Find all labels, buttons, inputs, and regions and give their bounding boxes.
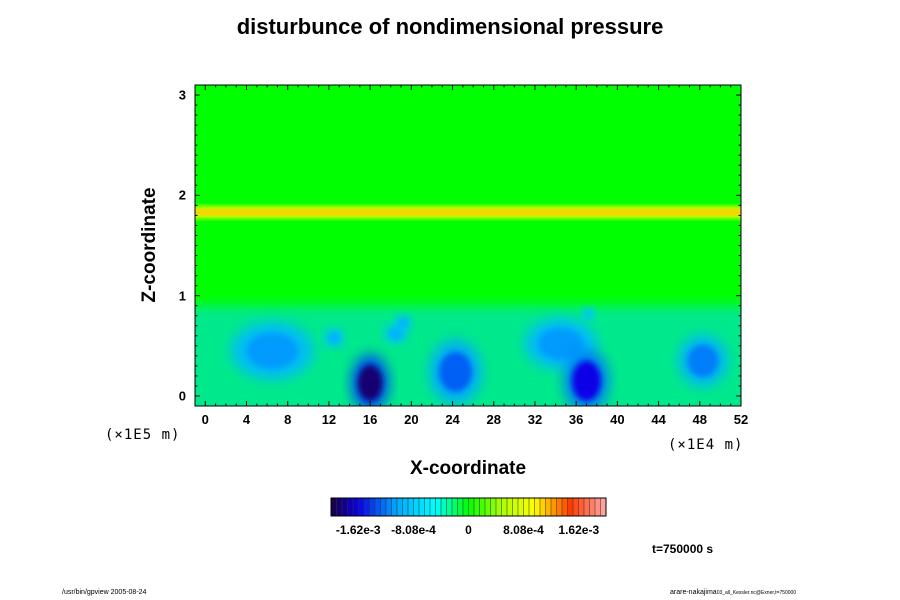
field-blob-7 <box>397 317 409 328</box>
colorbar-tick-label: -1.62e-3 <box>335 523 381 537</box>
colorbar-cell <box>589 497 596 517</box>
colorbar-cell <box>429 497 436 517</box>
colorbar-cell <box>594 497 601 517</box>
colorbar-cell <box>380 497 387 517</box>
field-blob-5 <box>357 364 383 401</box>
field-blob-4 <box>327 331 341 344</box>
chart-title: disturbunce of nondimensional pressure <box>236 14 664 39</box>
colorbar-cell <box>468 497 475 517</box>
y-tick-label: 0 <box>178 388 186 404</box>
field-blob-11 <box>584 309 593 318</box>
colorbar-cell <box>512 497 519 517</box>
colorbar-tick-label: 1.62e-3 <box>558 523 600 537</box>
colorbar-cell <box>517 497 524 517</box>
colorbar-cell <box>545 497 552 517</box>
colorbar-cell <box>330 497 337 517</box>
colorbar-tick-label: 8.08e-4 <box>503 523 544 537</box>
field-blob-9 <box>538 327 584 360</box>
colorbar-tick-label: -8.08e-4 <box>391 523 436 537</box>
colorbar-cell <box>523 497 530 517</box>
y-tick-label: 1 <box>178 288 186 304</box>
x-tick-label: 36 <box>568 412 584 427</box>
colorbar-cell <box>583 497 590 517</box>
footer-source-main: arare-nakajima <box>670 589 717 596</box>
colorbar-cell <box>451 497 458 517</box>
colorbar-cell <box>556 497 563 517</box>
colorbar-frame <box>330 497 607 517</box>
x-axis-label: X-coordinate <box>409 458 527 479</box>
colorbar-cell <box>336 497 343 517</box>
colorbar-cell <box>418 497 425 517</box>
x-tick-label: 16 <box>362 412 378 427</box>
z-unit-label: (×1E5 m) <box>105 427 181 443</box>
colorbar-cell <box>484 497 491 517</box>
colorbar-cell <box>534 497 541 517</box>
footer-command: /usr/bin/gpview 2005-08-24 <box>62 589 147 596</box>
x-tick-label: 48 <box>692 412 708 427</box>
colorbar-cell <box>550 497 557 517</box>
colorbar-cell <box>539 497 546 517</box>
footer-source: arare-nakajima03_all_Kessler.nc@Exner,t=… <box>670 589 796 596</box>
colorbar-cell <box>479 497 486 517</box>
colorbar-cell <box>457 497 464 517</box>
colorbar-cell <box>358 497 365 517</box>
field-blob-6 <box>388 327 404 340</box>
colorbar-cell <box>396 497 403 517</box>
colorbar-cell <box>435 497 442 517</box>
colorbar-cell <box>424 497 431 517</box>
x-unit-label: (×1E4 m) <box>668 437 744 453</box>
x-tick-label: 40 <box>610 412 625 427</box>
heatmap-field <box>195 85 741 406</box>
colorbar-cell <box>446 497 453 517</box>
x-tick-label: 32 <box>527 412 543 427</box>
colorbar-tick-label: 0 <box>465 523 472 537</box>
field-band-1 <box>195 209 741 215</box>
colorbar-cell <box>528 497 535 517</box>
colorbar-cell <box>341 497 348 517</box>
field-blob-8 <box>439 351 473 392</box>
colorbar-cell <box>374 497 381 517</box>
field-blob-3 <box>246 332 299 369</box>
colorbar-cell <box>352 497 359 517</box>
colorbar-cell <box>473 497 480 517</box>
colorbar-cell <box>391 497 398 517</box>
colorbar <box>330 497 607 517</box>
x-tick-label: 4 <box>242 412 251 427</box>
colorbar-cell <box>567 497 574 517</box>
colorbar-cell <box>369 497 376 517</box>
x-tick-label: 12 <box>321 412 337 427</box>
colorbar-cell <box>363 497 370 517</box>
colorbar-cell <box>506 497 513 517</box>
colorbar-cell <box>347 497 354 517</box>
x-tick-label: 28 <box>486 412 501 427</box>
colorbar-cell <box>402 497 409 517</box>
colorbar-cell <box>385 497 392 517</box>
colorbar-cell <box>440 497 447 517</box>
y-tick-label: 3 <box>178 87 186 103</box>
colorbar-cell <box>561 497 568 517</box>
colorbar-cell <box>572 497 579 517</box>
time-annotation: t=750000 s <box>652 542 714 556</box>
y-tick-label: 2 <box>178 187 186 203</box>
axis-ticks <box>194 84 742 406</box>
x-tick-label: 44 <box>651 412 666 427</box>
footer-source-detail: 03_all_Kessler.nc@Exner,t=750000 <box>716 590 797 596</box>
x-tick-label: 24 <box>445 412 460 427</box>
colorbar-cell <box>600 497 607 517</box>
x-tick-label: 20 <box>404 412 419 427</box>
x-tick-label: 52 <box>733 412 749 427</box>
field-blob-10 <box>572 360 601 401</box>
colorbar-cell <box>490 497 497 517</box>
colorbar-cell <box>578 497 585 517</box>
x-tick-label: 0 <box>201 412 209 427</box>
x-tick-label: 8 <box>284 412 292 427</box>
field-blob-12 <box>687 344 719 377</box>
colorbar-cell <box>501 497 508 517</box>
colorbar-cell <box>413 497 420 517</box>
colorbar-cell <box>495 497 502 517</box>
colorbar-cell <box>462 497 469 517</box>
colorbar-cell <box>407 497 414 517</box>
